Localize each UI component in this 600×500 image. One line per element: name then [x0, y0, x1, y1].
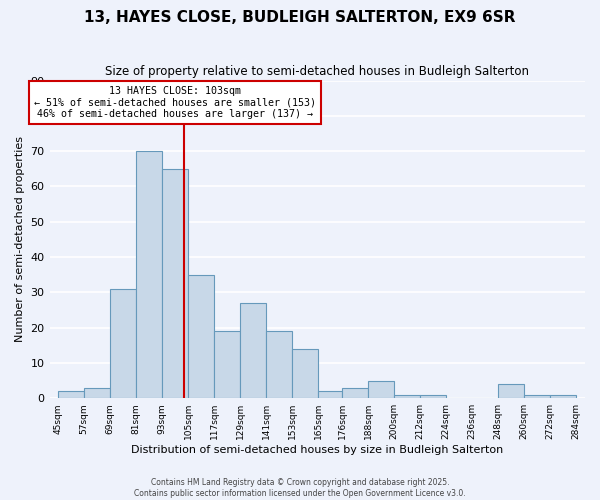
Bar	[110, 289, 136, 398]
Bar	[292, 349, 319, 398]
Y-axis label: Number of semi-detached properties: Number of semi-detached properties	[15, 136, 25, 342]
Bar	[241, 303, 266, 398]
Bar	[524, 394, 550, 398]
Text: Contains HM Land Registry data © Crown copyright and database right 2025.
Contai: Contains HM Land Registry data © Crown c…	[134, 478, 466, 498]
Bar	[342, 388, 368, 398]
Bar	[58, 391, 84, 398]
Bar	[136, 151, 162, 398]
X-axis label: Distribution of semi-detached houses by size in Budleigh Salterton: Distribution of semi-detached houses by …	[131, 445, 503, 455]
Bar	[498, 384, 524, 398]
Bar	[319, 391, 342, 398]
Bar	[162, 169, 188, 398]
Title: Size of property relative to semi-detached houses in Budleigh Salterton: Size of property relative to semi-detach…	[105, 65, 529, 78]
Bar	[368, 380, 394, 398]
Bar	[420, 394, 446, 398]
Bar	[84, 388, 110, 398]
Bar	[214, 331, 241, 398]
Bar	[394, 394, 420, 398]
Bar	[550, 394, 577, 398]
Text: 13, HAYES CLOSE, BUDLEIGH SALTERTON, EX9 6SR: 13, HAYES CLOSE, BUDLEIGH SALTERTON, EX9…	[84, 10, 516, 25]
Text: 13 HAYES CLOSE: 103sqm
← 51% of semi-detached houses are smaller (153)
46% of se: 13 HAYES CLOSE: 103sqm ← 51% of semi-det…	[34, 86, 316, 119]
Bar	[266, 331, 292, 398]
Bar	[188, 274, 214, 398]
